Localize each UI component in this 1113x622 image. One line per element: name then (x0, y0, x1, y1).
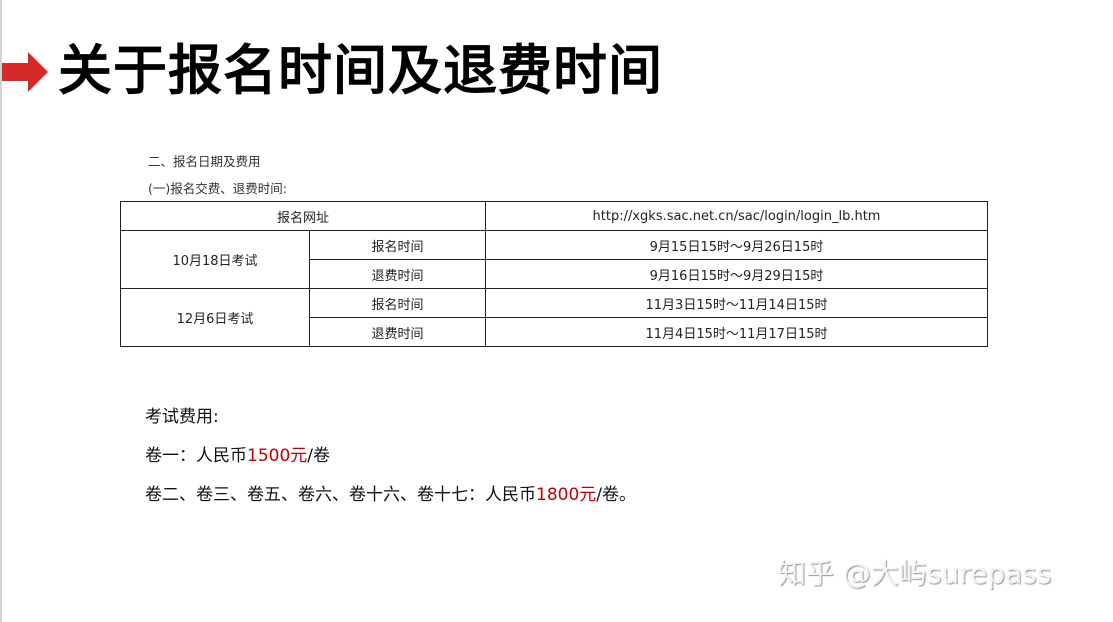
row-value: 11月4日15时～11月17日15时 (485, 317, 988, 347)
row-label: 报名时间 (309, 288, 486, 318)
row-label: 退费时间 (309, 317, 486, 347)
row-value: 9月15日15时～9月26日15时 (485, 230, 988, 260)
table-row: 12月6日考试 报名时间 11月3日15时～11月14日15时 (120, 288, 988, 347)
fee-text: 卷二、卷三、卷五、卷六、卷十六、卷十七：人民币 (145, 485, 536, 505)
fee-line-1: 卷一：人民币1500元/卷 (145, 441, 330, 466)
exam-date: 12月6日考试 (120, 288, 310, 347)
fee-text: /卷。 (596, 485, 636, 505)
slide-edge (0, 0, 2, 622)
exam-date: 10月18日考试 (120, 230, 310, 289)
row-label: 退费时间 (309, 259, 486, 289)
fee-text: /卷 (307, 446, 330, 466)
url-label: 报名网址 (120, 201, 486, 231)
fee-amount: 1500元 (247, 446, 308, 466)
page-title: 关于报名时间及退费时间 (58, 38, 663, 102)
fee-text: 卷一：人民币 (145, 446, 247, 466)
fee-amount: 1800元 (536, 485, 597, 505)
fees-heading: 考试费用: (145, 407, 219, 427)
watermark: 知乎 @大屿surepass (778, 557, 1052, 590)
row-label: 报名时间 (309, 230, 486, 260)
row-value: 11月3日15时～11月14日15时 (485, 288, 988, 318)
table-row: 报名网址 http://xgks.sac.net.cn/sac/login/lo… (120, 201, 988, 231)
section-heading: 二、报名日期及费用 (148, 154, 261, 169)
subsection-heading: (一)报名交费、退费时间: (148, 181, 287, 196)
fee-line-2: 卷二、卷三、卷五、卷六、卷十六、卷十七：人民币1800元/卷。 (145, 480, 636, 505)
right-arrow-icon (2, 52, 48, 92)
schedule-table: 报名网址 http://xgks.sac.net.cn/sac/login/lo… (120, 201, 988, 347)
table-row: 退费时间 11月4日15时～11月17日15时 (121, 317, 988, 347)
row-value: 9月16日15时～9月29日15时 (485, 259, 988, 289)
table-row: 10月18日考试 报名时间 9月15日15时～9月26日15时 (120, 230, 988, 289)
url-value: http://xgks.sac.net.cn/sac/login/login_l… (485, 201, 988, 231)
table-row: 退费时间 9月16日15时～9月29日15时 (121, 259, 988, 289)
